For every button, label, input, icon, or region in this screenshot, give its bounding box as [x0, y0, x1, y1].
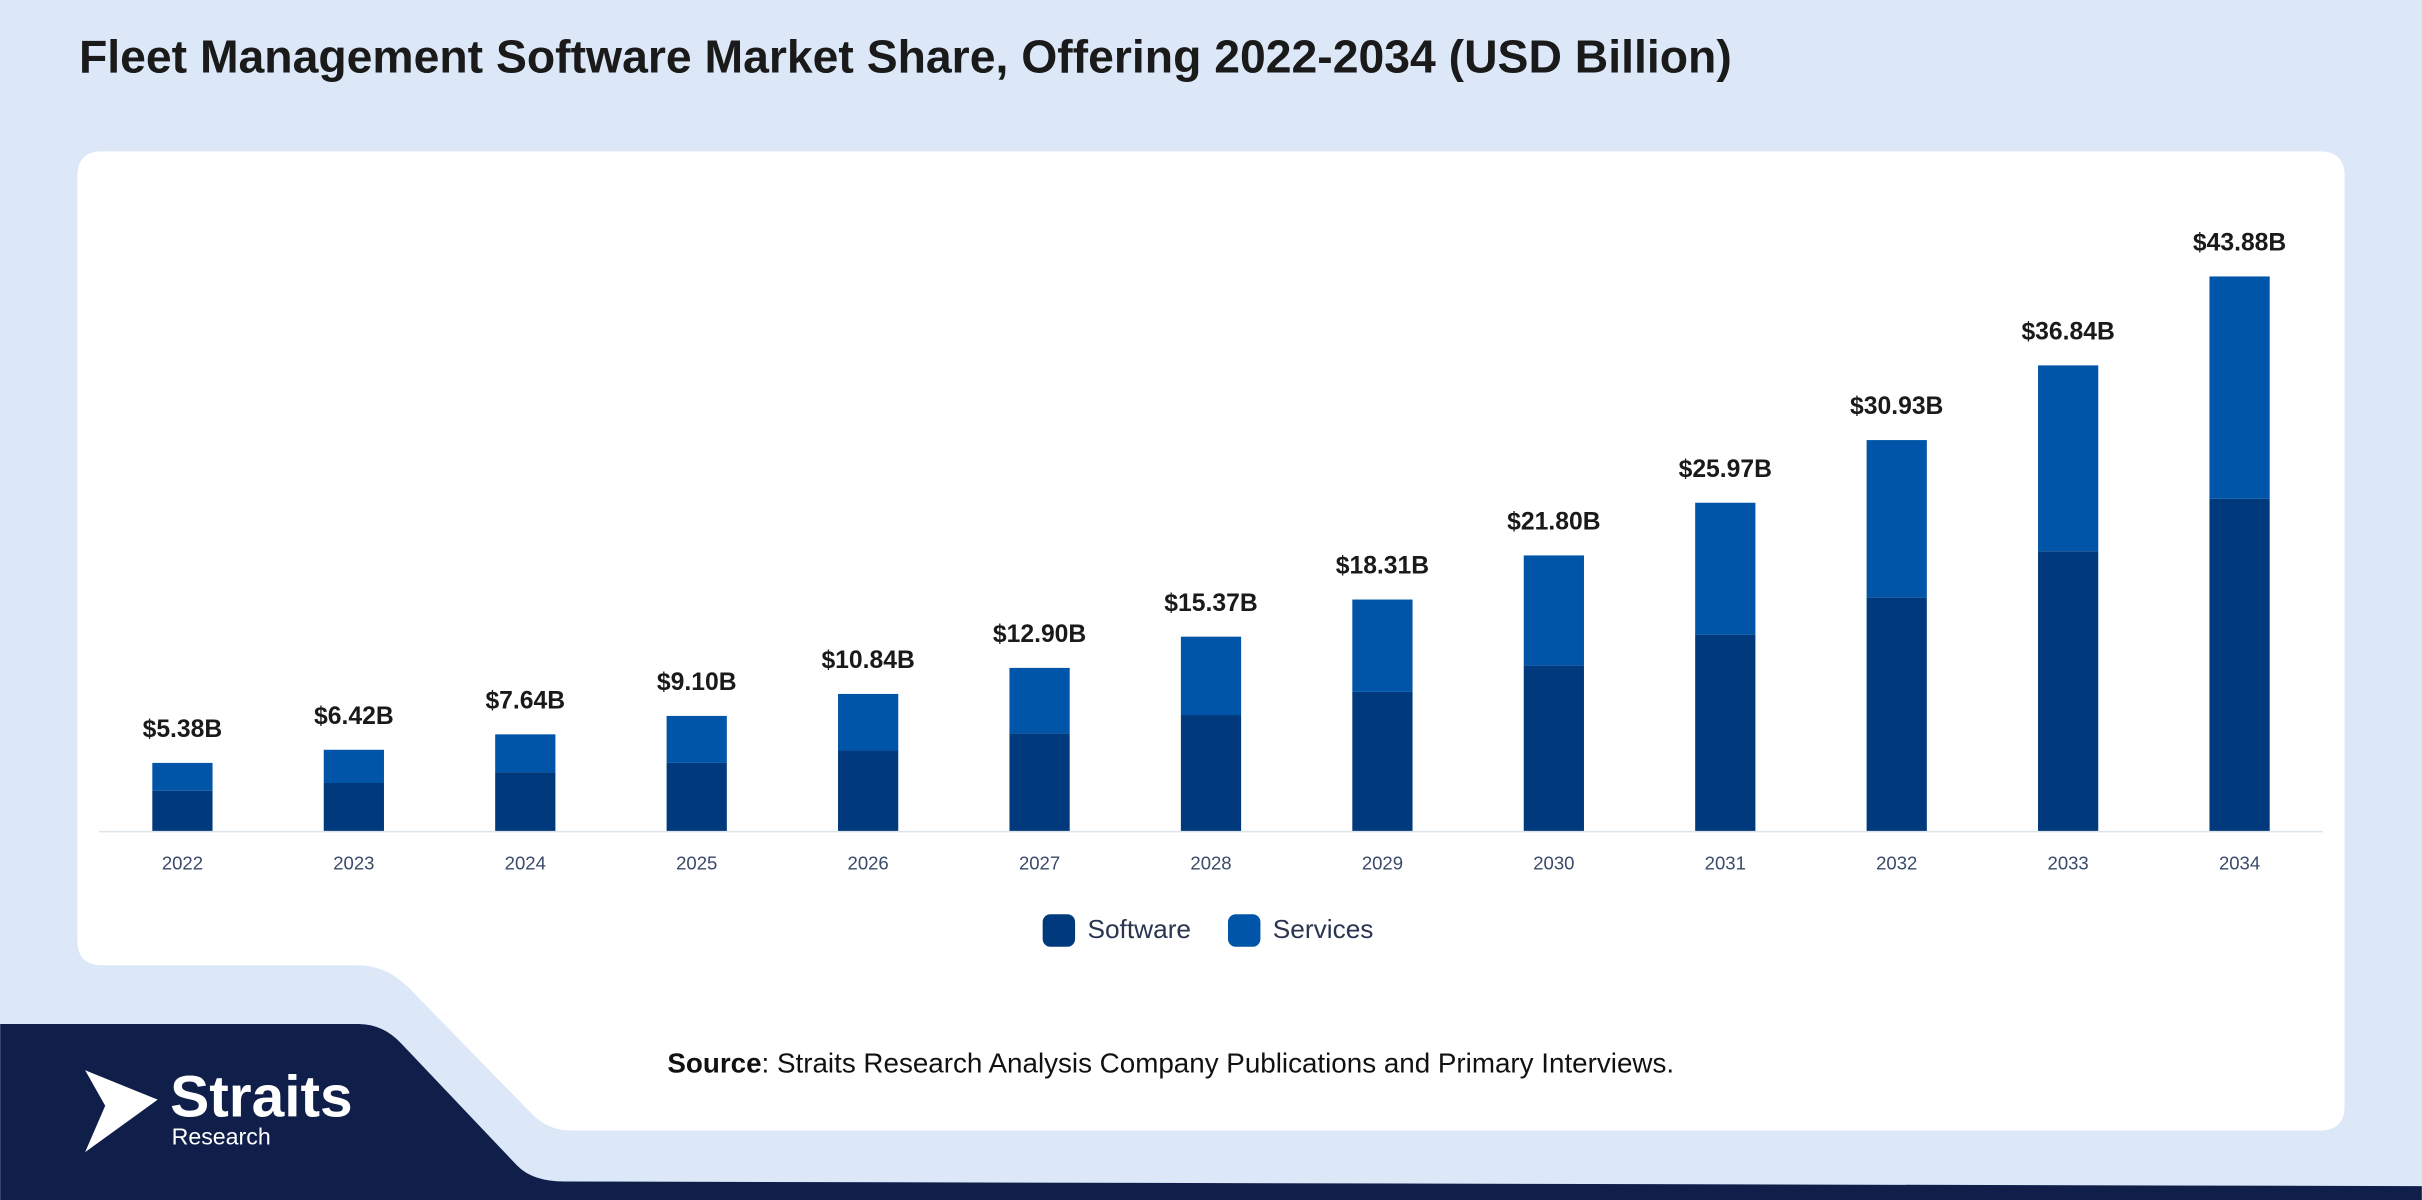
legend-label: Software — [1087, 914, 1191, 944]
bar-segment — [2209, 498, 2270, 831]
total-label: $7.64B — [485, 687, 565, 714]
bar-segment — [1352, 599, 1413, 692]
legend-swatch — [1227, 914, 1261, 947]
total-label: $36.84B — [2021, 318, 2114, 345]
total-label: $15.37B — [1164, 590, 1257, 617]
logo-name: Straits — [170, 1065, 353, 1130]
total-label: $43.88B — [2193, 230, 2286, 257]
bar-segment — [1180, 715, 1242, 831]
total-label: $21.80B — [1507, 509, 1600, 536]
bar-segment — [1352, 691, 1413, 831]
bar-segment — [2038, 365, 2099, 552]
x-tick-label: 2027 — [1019, 853, 1060, 874]
x-tick-label: 2033 — [2048, 853, 2089, 874]
x-tick-label: 2023 — [333, 853, 374, 874]
x-tick-label: 2024 — [505, 853, 546, 874]
bar-segment — [152, 790, 213, 831]
bar-segment — [666, 762, 727, 831]
source: Source: Straits Research Analysis Compan… — [667, 1048, 1674, 1079]
logo-sub: Research — [172, 1123, 271, 1149]
bar-segment — [495, 734, 556, 773]
x-tick-label: 2022 — [162, 853, 203, 874]
x-tick-label: 2029 — [1362, 853, 1403, 874]
bar-segment — [1523, 665, 1584, 831]
source-text: : Straits Research Analysis Company Publ… — [762, 1048, 1675, 1079]
logo-icon — [85, 1070, 158, 1153]
bar-segment — [495, 772, 556, 831]
total-label: $25.97B — [1679, 456, 1772, 483]
total-label: $5.38B — [143, 716, 223, 743]
total-label: $18.31B — [1336, 553, 1429, 580]
bar-segment — [323, 749, 384, 783]
bar-segment — [1180, 636, 1242, 716]
source-label: Source — [667, 1048, 761, 1079]
x-tick-label: 2034 — [2219, 853, 2260, 874]
bar-segment — [838, 750, 899, 831]
x-tick-label: 2025 — [676, 853, 717, 874]
bar-segment — [323, 783, 384, 831]
bar-segment — [838, 693, 899, 751]
bar-segment — [1866, 597, 1927, 831]
bar-segment — [1695, 634, 1756, 831]
bar-segment — [1009, 733, 1070, 831]
x-tick-label: 2028 — [1190, 853, 1231, 874]
bar-segment — [1523, 555, 1584, 666]
bar-segment — [1866, 440, 1927, 598]
total-label: $6.42B — [314, 703, 394, 730]
legend-label: Services — [1273, 914, 1374, 944]
total-label: $12.90B — [993, 621, 1086, 648]
bar-segment — [2209, 276, 2270, 499]
x-tick-label: 2030 — [1533, 853, 1574, 874]
total-label: $10.84B — [821, 647, 914, 674]
legend-swatch — [1042, 914, 1076, 947]
bar-segment — [2038, 551, 2099, 831]
x-tick-label: 2026 — [848, 853, 889, 874]
chart-title: Fleet Management Software Market Share, … — [79, 30, 1732, 82]
total-label: $9.10B — [657, 669, 737, 696]
x-tick-label: 2032 — [1876, 853, 1917, 874]
bar-segment — [1695, 502, 1756, 635]
x-tick-label: 2031 — [1705, 853, 1746, 874]
total-label: $30.93B — [1850, 393, 1943, 420]
bar-segment — [1009, 667, 1070, 734]
footer-band — [0, 1023, 2422, 1200]
bar-segment — [666, 715, 727, 763]
bar-segment — [152, 762, 213, 791]
